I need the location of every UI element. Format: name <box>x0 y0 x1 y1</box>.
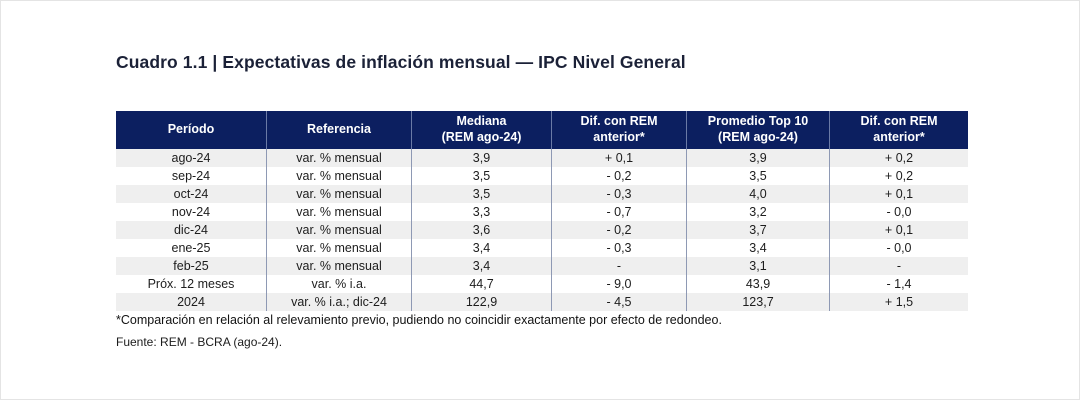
table-cell: var. % mensual <box>266 221 411 239</box>
table-cell: 3,5 <box>686 167 829 185</box>
header-cell: Dif. con REM anterior* <box>829 111 968 149</box>
header-cell: Período <box>116 111 266 149</box>
table-cell: 3,4 <box>686 239 829 257</box>
table-cell: 3,4 <box>411 257 551 275</box>
expectations-table: Período Referencia Mediana (REM ago-24) Dif… <box>116 111 968 311</box>
table-cell: - 0,0 <box>829 203 968 221</box>
table-cell: - 0,7 <box>551 203 686 221</box>
table-cell: 3,5 <box>411 185 551 203</box>
table-cell: 44,7 <box>411 275 551 293</box>
table-cell: var. % mensual <box>266 185 411 203</box>
table-cell: - 9,0 <box>551 275 686 293</box>
table-title: Cuadro 1.1 | Expectativas de inflación m… <box>116 52 686 72</box>
table-cell: 3,4 <box>411 239 551 257</box>
table-cell: var. % i.a. <box>266 275 411 293</box>
table-cell: 4,0 <box>686 185 829 203</box>
source-footnote: Fuente: REM - BCRA (ago-24). <box>116 335 283 349</box>
table-cell: sep-24 <box>116 167 266 185</box>
table-cell: - <box>551 257 686 275</box>
table-cell: 122,9 <box>411 293 551 311</box>
table-cell: 3,6 <box>411 221 551 239</box>
table-cell: 3,2 <box>686 203 829 221</box>
table-body: ago-24 var. % mensual 3,9 + 0,1 3,9 + 0,2 sep-… <box>116 149 968 311</box>
header-cell: Promedio Top 10 (REM ago-24) <box>686 111 829 149</box>
table-cell: 3,3 <box>411 203 551 221</box>
table-cell: feb-25 <box>116 257 266 275</box>
table-cell: 123,7 <box>686 293 829 311</box>
table-cell: + 0,2 <box>829 167 968 185</box>
table-cell: 3,9 <box>411 149 551 167</box>
table-cell: - 0,3 <box>551 185 686 203</box>
table-cell: nov-24 <box>116 203 266 221</box>
table-cell: var. % i.a.; dic-24 <box>266 293 411 311</box>
table-cell: - 4,5 <box>551 293 686 311</box>
table-cell: + 0,1 <box>829 221 968 239</box>
table-cell: + 0,1 <box>829 185 968 203</box>
table-cell: - 0,0 <box>829 239 968 257</box>
table-cell: - <box>829 257 968 275</box>
table-cell: ene-25 <box>116 239 266 257</box>
table-cell: - 1,4 <box>829 275 968 293</box>
table-cell: - 0,2 <box>551 221 686 239</box>
table-cell: var. % mensual <box>266 149 411 167</box>
table-cell: 2024 <box>116 293 266 311</box>
table-header-row: Período Referencia Mediana (REM ago-24) Dif… <box>116 111 968 149</box>
table-cell: var. % mensual <box>266 239 411 257</box>
table-cell: dic-24 <box>116 221 266 239</box>
table-cell: 3,7 <box>686 221 829 239</box>
header-cell: Referencia <box>266 111 411 149</box>
table-cell: ago-24 <box>116 149 266 167</box>
table-cell: - 0,2 <box>551 167 686 185</box>
table-cell: - 0,3 <box>551 239 686 257</box>
table-cell: oct-24 <box>116 185 266 203</box>
header-cell: Dif. con REM anterior* <box>551 111 686 149</box>
table-cell: var. % mensual <box>266 203 411 221</box>
comparison-footnote: *Comparación en relación al relevamiento… <box>116 313 722 327</box>
table-cell: var. % mensual <box>266 257 411 275</box>
header-cell: Mediana (REM ago-24) <box>411 111 551 149</box>
table-cell: Próx. 12 meses <box>116 275 266 293</box>
table-cell: 3,1 <box>686 257 829 275</box>
table-cell: + 0,1 <box>551 149 686 167</box>
table-cell: var. % mensual <box>266 167 411 185</box>
table-cell: 43,9 <box>686 275 829 293</box>
table-cell: 3,5 <box>411 167 551 185</box>
table-cell: + 0,2 <box>829 149 968 167</box>
table-cell: + 1,5 <box>829 293 968 311</box>
table-cell: 3,9 <box>686 149 829 167</box>
